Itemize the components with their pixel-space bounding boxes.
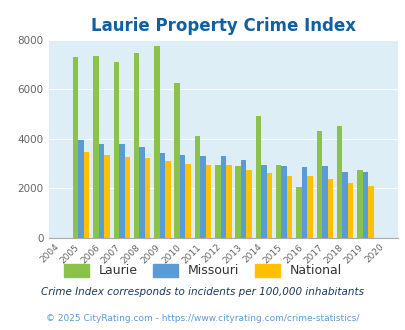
Bar — [260, 165, 266, 238]
Bar — [78, 140, 84, 238]
Bar — [266, 173, 271, 238]
Bar — [362, 172, 367, 238]
Bar — [235, 166, 240, 238]
Bar — [194, 136, 200, 238]
Bar — [124, 157, 130, 238]
Bar — [174, 83, 179, 238]
Bar — [296, 187, 301, 238]
Bar — [246, 170, 251, 238]
Bar — [205, 165, 211, 238]
Bar — [336, 126, 341, 238]
Bar — [316, 131, 321, 238]
Bar — [73, 57, 78, 238]
Text: © 2025 CityRating.com - https://www.cityrating.com/crime-statistics/: © 2025 CityRating.com - https://www.city… — [46, 314, 359, 323]
Bar — [98, 144, 104, 238]
Text: Crime Index corresponds to incidents per 100,000 inhabitants: Crime Index corresponds to incidents per… — [41, 287, 364, 297]
Bar — [84, 152, 89, 238]
Bar — [281, 166, 286, 238]
Bar — [200, 156, 205, 238]
Bar — [286, 176, 292, 238]
Bar — [347, 183, 352, 238]
Bar — [145, 158, 150, 238]
Bar — [220, 156, 226, 238]
Bar — [327, 180, 332, 238]
Bar — [301, 167, 307, 238]
Bar — [255, 116, 260, 238]
Bar — [165, 161, 170, 238]
Legend: Laurie, Missouri, National: Laurie, Missouri, National — [59, 259, 346, 282]
Bar — [341, 172, 347, 238]
Bar — [307, 176, 312, 238]
Bar — [367, 185, 373, 238]
Bar — [139, 147, 145, 238]
Bar — [275, 165, 281, 238]
Bar — [134, 53, 139, 238]
Bar — [179, 155, 185, 238]
Title: Laurie Property Crime Index: Laurie Property Crime Index — [91, 17, 355, 35]
Bar — [159, 153, 165, 238]
Bar — [104, 155, 109, 238]
Bar — [119, 144, 124, 238]
Bar — [356, 170, 362, 238]
Bar — [215, 165, 220, 238]
Bar — [154, 46, 159, 238]
Bar — [321, 166, 327, 238]
Bar — [113, 62, 119, 238]
Bar — [240, 160, 246, 238]
Bar — [93, 56, 98, 238]
Bar — [226, 165, 231, 238]
Bar — [185, 164, 190, 238]
